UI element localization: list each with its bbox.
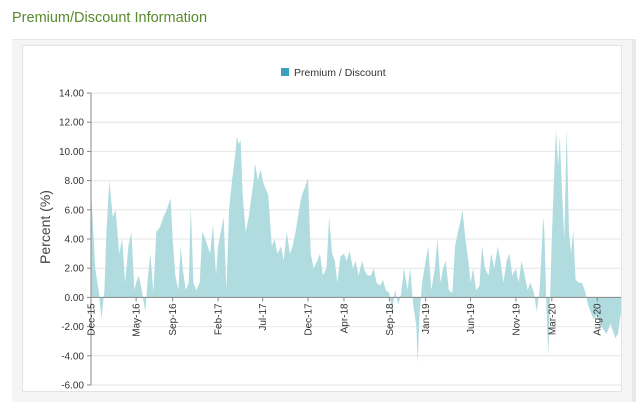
- y-tick-label-3: 8.00: [65, 176, 85, 187]
- x-tick-label-11: Mar-20: [547, 303, 558, 335]
- scroll-edge: [632, 40, 636, 402]
- x-tick-label-7: Sep-18: [385, 303, 396, 336]
- x-tick-label-6: Apr-18: [340, 303, 351, 333]
- x-tick-label-12: Aug-20: [593, 303, 604, 336]
- y-tick-label-7: 0.00: [65, 293, 85, 304]
- y-tick-label-2: 10.00: [59, 147, 84, 158]
- x-tick-label-8: Jan-19: [421, 303, 432, 334]
- legend-label: Premium / Discount: [294, 67, 386, 79]
- y-tick-label-5: 4.00: [65, 235, 85, 246]
- legend[interactable]: Premium / Discount: [281, 67, 386, 79]
- x-tick-labels: Dec-15 May-16 Sep-16 Feb-17 Jul-17 Dec-17 Apr-…: [87, 297, 604, 337]
- y-tick-label-9: -4.00: [61, 351, 84, 362]
- y-tick-label-6: 2.00: [65, 264, 85, 275]
- y-tick-label-10: -6.00: [61, 381, 84, 392]
- x-tick-label-4: Jul-17: [258, 303, 269, 331]
- x-tick-label-9: Jun-19: [466, 303, 477, 334]
- premium-discount-chart: 14.00 12.00 10.00 8.00 6.00 4.00 2.00 0.00 -2.00…: [37, 67, 621, 392]
- y-tick-label-0: 14.00: [59, 89, 84, 100]
- y-tick-label-1: 12.00: [59, 118, 84, 129]
- x-tick-label-5: Dec-17: [304, 303, 315, 336]
- x-tick-label-10: Nov-19: [511, 303, 522, 336]
- x-tick-label-1: May-16: [132, 303, 143, 337]
- y-tick-labels: 14.00 12.00 10.00 8.00 6.00 4.00 2.00 0.00 -2.00…: [59, 89, 91, 392]
- x-tick-label-2: Sep-16: [168, 303, 179, 336]
- x-tick-label-0: Dec-15: [87, 303, 98, 336]
- section-title: Premium/Discount Information: [12, 10, 208, 26]
- y-tick-label-8: -2.00: [61, 322, 84, 333]
- y-tick-label-4: 6.00: [65, 205, 85, 216]
- legend-swatch: [281, 68, 289, 76]
- chart-card: 14.00 12.00 10.00 8.00 6.00 4.00 2.00 0.00 -2.00…: [22, 45, 622, 392]
- y-axis-label: Percent (%): [37, 190, 53, 264]
- chart-panel: 14.00 12.00 10.00 8.00 6.00 4.00 2.00 0.00 -2.00…: [12, 39, 636, 402]
- x-tick-label-3: Feb-17: [214, 303, 225, 335]
- gridlines: [91, 92, 621, 386]
